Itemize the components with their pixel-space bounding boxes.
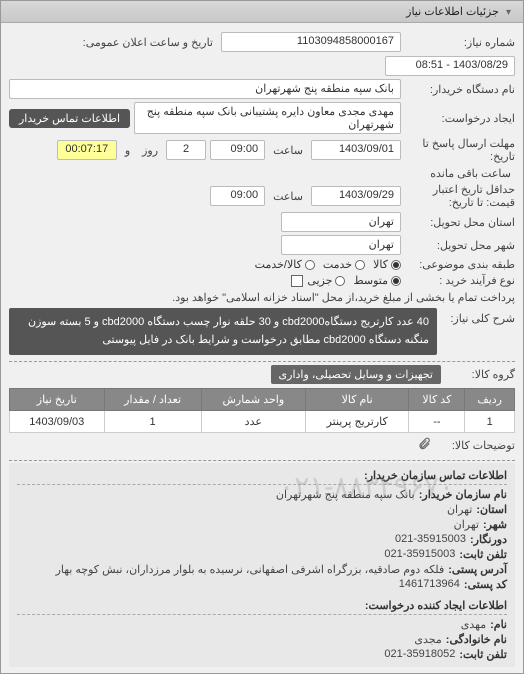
label-day: روز <box>138 144 162 157</box>
purchase-type-radio-group: متوسط جزیی <box>307 274 401 287</box>
value-price-time: 09:00 <box>210 186 265 206</box>
table-column-header: تعداد / مقدار <box>104 389 201 411</box>
label-purchase-type: نوع فرآیند خرید : <box>405 274 515 287</box>
value-need-number: 1103094858000167 <box>221 32 401 52</box>
table-column-header: تاریخ نیاز <box>10 389 105 411</box>
info-city: شهر:تهران <box>17 518 507 531</box>
radio-icon <box>391 276 401 286</box>
table-column-header: کد کالا <box>409 389 465 411</box>
value-reply-date: 1403/09/01 <box>311 140 401 160</box>
label-announce: تاریخ و ساعت اعلان عمومی: <box>79 36 217 49</box>
label-commodity-type: طبقه بندی موضوعی: <box>405 258 515 271</box>
table-cell: 1 <box>104 411 201 433</box>
chevron-down-icon: ▾ <box>502 7 515 18</box>
row-need-number: شماره نیاز: 1103094858000167 تاریخ و ساع… <box>9 32 515 76</box>
row-delivery-province: استان محل تحویل: تهران <box>9 212 515 232</box>
info-phone: تلفن ثابت:021-35915003 <box>17 548 507 561</box>
label-reply-time: ساعت <box>269 144 307 157</box>
value-description: 40 عدد کارتریج دستگاهcbd2000 و 30 حلقه ن… <box>9 308 437 355</box>
value-time-remain: 00:07:17 <box>57 140 117 160</box>
info-fax: دورنگار:021-35915003 <box>17 533 507 546</box>
row-purchase-type: نوع فرآیند خرید : متوسط جزیی پرداخت تمام … <box>9 274 515 304</box>
label-delivery-province: استان محل تحویل: <box>405 216 515 229</box>
value-commodity-group: تجهیزات و وسایل تحصیلی، واداری <box>271 365 441 384</box>
table-cell: عدد <box>201 411 305 433</box>
info-province: استان:تهران <box>17 503 507 516</box>
radio-label: جزیی <box>307 274 332 287</box>
items-table: ردیفکد کالانام کالاواحد شمارشتعداد / مقد… <box>9 388 515 433</box>
table-cell: 1 <box>465 411 515 433</box>
label-price-validity: حداقل تاریخ اعتبار قیمت: تا تاریخ: <box>405 183 515 209</box>
value-delivery-province: تهران <box>281 212 401 232</box>
info-first-name: نام:مهدی <box>17 618 507 631</box>
info-last-name: نام خانوادگی:مجدی <box>17 633 507 646</box>
row-price-validity: حداقل تاریخ اعتبار قیمت: تا تاریخ: 1403/… <box>9 183 515 209</box>
radio-icon <box>335 276 345 286</box>
radio-icon <box>391 260 401 270</box>
label-buyer-org: نام دستگاه خریدار: <box>405 83 515 96</box>
row-commodity-type: طبقه بندی موضوعی: کالا خدمت کالا/خدمت <box>9 258 515 271</box>
info-address: آدرس پستی:فلکه دوم صادقیه، بزرگراه اشرفی… <box>17 563 507 576</box>
commodity-type-option-2[interactable]: کالا/خدمت <box>255 258 315 271</box>
panel-title: ▾ جزئیات اطلاعات نیاز <box>1 1 523 23</box>
buyer-contact-button[interactable]: اطلاعات تماس خریدار <box>9 109 130 128</box>
label-delivery-city: شهر محل تحویل: <box>405 239 515 252</box>
table-row[interactable]: 1--کارتریج پرینترعدد11403/09/03 <box>10 411 515 433</box>
label-need-number: شماره نیاز: <box>405 36 515 49</box>
radio-icon <box>305 260 315 270</box>
separator <box>9 361 515 362</box>
label-requester: ایجاد درخواست: <box>405 112 515 125</box>
purchase-type-option-1[interactable]: جزیی <box>307 274 345 287</box>
treasury-note: پرداخت تمام یا بخشی از مبلغ خرید،از محل … <box>172 291 515 304</box>
row-commodity-group: گروه کالا: تجهیزات و وسایل تحصیلی، وادار… <box>9 365 515 384</box>
requester-section-title: اطلاعات ایجاد کننده درخواست: <box>17 597 507 615</box>
separator-2 <box>9 460 515 461</box>
panel-title-text: جزئیات اطلاعات نیاز <box>406 6 499 18</box>
contact-section: اطلاعات تماس سازمان خریدار: نام سازمان خ… <box>9 463 515 667</box>
radio-label: کالا <box>373 258 388 271</box>
row-buyer-org: نام دستگاه خریدار: بانک سپه منطقه پنج شه… <box>9 79 515 99</box>
row-description: شرح کلی نیاز: 40 عدد کارتریج دستگاهcbd20… <box>9 308 515 355</box>
radio-icon <box>355 260 365 270</box>
value-reply-time: 09:00 <box>210 140 265 160</box>
row-requester: ایجاد درخواست: مهدی مجدی معاون دایره پشت… <box>9 102 515 134</box>
details-panel: ▾ جزئیات اطلاعات نیاز شماره نیاز: 110309… <box>0 0 524 674</box>
contact-section-title: اطلاعات تماس سازمان خریدار: <box>17 467 507 485</box>
radio-label: متوسط <box>353 274 388 287</box>
value-announce: 1403/08/29 - 08:51 <box>385 56 515 76</box>
table-column-header: نام کالا <box>305 389 408 411</box>
table-cell: کارتریج پرینتر <box>305 411 408 433</box>
info-postal: کد پستی:1461713964 <box>17 578 507 591</box>
row-attachments: توضیحات کالا: <box>9 437 515 454</box>
paperclip-icon[interactable] <box>417 437 431 454</box>
value-requester: مهدی مجدی معاون دایره پشتیبانی بانک سپه … <box>134 102 401 134</box>
value-days-remain: 2 <box>166 140 206 160</box>
label-price-time: ساعت <box>269 190 307 203</box>
info-org-name: نام سازمان خریدار:بانک سپه منطقه پنج شهر… <box>17 488 507 501</box>
radio-label: خدمت <box>323 258 352 271</box>
label-and: و <box>121 144 134 157</box>
value-buyer-org: بانک سپه منطقه پنج شهرتهران <box>9 79 401 99</box>
purchase-type-option-0[interactable]: متوسط <box>353 274 401 287</box>
row-reply-deadline: مهلت ارسال پاسخ تا تاریخ: 1403/09/01 ساع… <box>9 137 515 180</box>
row-delivery-city: شهر محل تحویل: تهران <box>9 235 515 255</box>
table-column-header: واحد شمارش <box>201 389 305 411</box>
label-description: شرح کلی نیاز: <box>445 308 515 325</box>
table-header-row: ردیفکد کالانام کالاواحد شمارشتعداد / مقد… <box>10 389 515 411</box>
value-delivery-city: تهران <box>281 235 401 255</box>
table-column-header: ردیف <box>465 389 515 411</box>
info-req-phone: تلفن ثابت:021-35918052 <box>17 648 507 661</box>
label-attachments: توضیحات کالا: <box>435 439 515 452</box>
table-cell: 1403/09/03 <box>10 411 105 433</box>
label-reply-deadline: مهلت ارسال پاسخ تا تاریخ: <box>405 137 515 163</box>
commodity-type-option-1[interactable]: خدمت <box>323 258 365 271</box>
commodity-type-option-0[interactable]: کالا <box>373 258 401 271</box>
label-remain: ساعت باقی مانده <box>426 167 515 180</box>
table-cell: -- <box>409 411 465 433</box>
treasury-checkbox[interactable] <box>291 275 303 287</box>
commodity-type-radio-group: کالا خدمت کالا/خدمت <box>255 258 401 271</box>
value-price-date: 1403/09/29 <box>311 186 401 206</box>
radio-label: کالا/خدمت <box>255 258 302 271</box>
label-commodity-group: گروه کالا: <box>445 368 515 381</box>
